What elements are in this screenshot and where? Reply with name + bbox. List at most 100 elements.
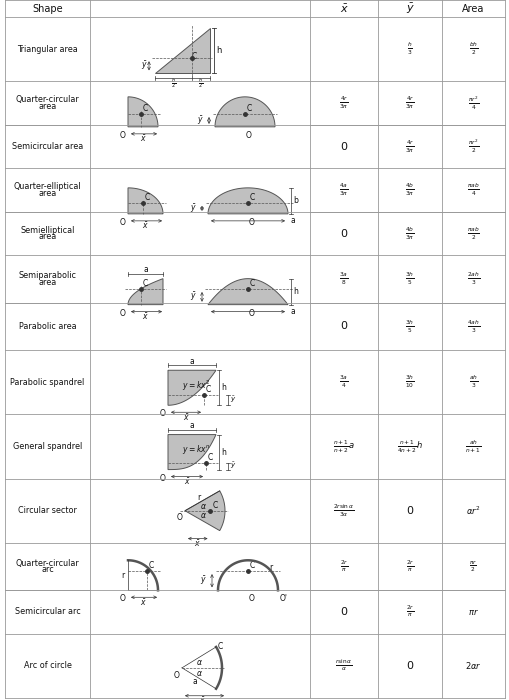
Text: C: C <box>249 193 254 202</box>
Text: Semiparabolic: Semiparabolic <box>18 271 76 280</box>
Text: a: a <box>291 307 295 316</box>
Polygon shape <box>208 188 288 214</box>
Text: $\frac{3h}{10}$: $\frac{3h}{10}$ <box>405 374 414 391</box>
Text: Shape: Shape <box>32 4 63 13</box>
Text: $\frac{3a}{4}$: $\frac{3a}{4}$ <box>338 374 348 391</box>
Text: C: C <box>246 104 252 113</box>
Text: $\frac{\pi ab}{4}$: $\frac{\pi ab}{4}$ <box>466 182 479 198</box>
Text: $\frac{4a}{3\pi}$: $\frac{4a}{3\pi}$ <box>338 182 348 198</box>
Text: C: C <box>249 279 254 288</box>
Text: $\frac{b}{2}$: $\frac{b}{2}$ <box>171 77 176 92</box>
Text: $\frac{\pi r}{2}$: $\frac{\pi r}{2}$ <box>468 559 477 575</box>
Text: $\frac{b}{2}$: $\frac{b}{2}$ <box>198 77 203 92</box>
Text: Semicircular area: Semicircular area <box>12 142 83 151</box>
Text: General spandrel: General spandrel <box>13 442 82 451</box>
Text: O: O <box>174 671 180 680</box>
Text: C: C <box>218 643 223 652</box>
Text: a: a <box>189 357 194 366</box>
Text: $\frac{\pi ab}{2}$: $\frac{\pi ab}{2}$ <box>466 225 479 241</box>
Text: Quarter-elliptical: Quarter-elliptical <box>14 182 81 191</box>
Text: O: O <box>120 218 126 227</box>
Text: 0: 0 <box>406 505 413 516</box>
Text: $\frac{ah}{n+1}$: $\frac{ah}{n+1}$ <box>464 438 481 454</box>
Text: 0: 0 <box>340 321 347 331</box>
Text: $\pi r$: $\pi r$ <box>467 607 478 617</box>
Text: O': O' <box>279 594 288 603</box>
Text: $\bar{x}$: $\bar{x}$ <box>142 220 149 231</box>
Text: $\bar{x}$: $\bar{x}$ <box>194 538 201 549</box>
Text: O: O <box>120 131 126 140</box>
Text: $\frac{3h}{5}$: $\frac{3h}{5}$ <box>405 318 414 335</box>
Text: $\bar{y}$: $\bar{y}$ <box>190 202 196 215</box>
Text: r: r <box>122 570 125 580</box>
Text: $y=kx^n$: $y=kx^n$ <box>182 442 210 456</box>
Polygon shape <box>128 188 163 214</box>
Text: $\frac{2r}{\pi}$: $\frac{2r}{\pi}$ <box>339 559 348 574</box>
Text: $\frac{4r}{3\pi}$: $\frac{4r}{3\pi}$ <box>405 95 414 111</box>
Text: $\frac{bh}{2}$: $\frac{bh}{2}$ <box>468 41 477 57</box>
Text: $\frac{\pi r^2}{4}$: $\frac{\pi r^2}{4}$ <box>467 94 478 112</box>
Polygon shape <box>215 97 274 127</box>
Text: O: O <box>248 594 254 603</box>
Text: arc: arc <box>41 566 54 574</box>
Text: C: C <box>149 561 154 570</box>
Polygon shape <box>155 28 210 74</box>
Text: h: h <box>221 447 226 456</box>
Text: $\bar{x}$: $\bar{x}$ <box>198 695 205 700</box>
Text: $\bar{x}$: $\bar{x}$ <box>142 312 149 322</box>
Text: C: C <box>143 279 148 288</box>
Text: $\frac{n+1}{n+2}a$: $\frac{n+1}{n+2}a$ <box>332 438 354 454</box>
Text: $\bar{y}$: $\bar{y}$ <box>197 114 204 127</box>
Text: Arc of circle: Arc of circle <box>23 662 71 671</box>
Text: area: area <box>38 232 56 241</box>
Text: b: b <box>293 197 298 205</box>
Text: $\frac{2ah}{3}$: $\frac{2ah}{3}$ <box>466 271 479 287</box>
Text: $\bar{y}$: $\bar{y}$ <box>230 395 236 405</box>
Text: Parabolic spandrel: Parabolic spandrel <box>10 377 84 386</box>
Text: $\frac{2r}{\pi}$: $\frac{2r}{\pi}$ <box>405 559 413 574</box>
Text: $\frac{4b}{3\pi}$: $\frac{4b}{3\pi}$ <box>405 182 414 198</box>
Text: $\frac{3a}{8}$: $\frac{3a}{8}$ <box>338 271 348 287</box>
Text: $\bar{x}$: $\bar{x}$ <box>183 476 190 487</box>
Text: area: area <box>38 278 56 287</box>
Text: $\bar{x}$: $\bar{x}$ <box>339 2 348 15</box>
Text: $\alpha$: $\alpha$ <box>200 511 207 520</box>
Text: O: O <box>160 474 165 482</box>
Text: Triangular area: Triangular area <box>17 45 78 54</box>
Polygon shape <box>185 491 224 531</box>
Text: $\frac{2r\sin\alpha}{3\alpha}$: $\frac{2r\sin\alpha}{3\alpha}$ <box>333 503 354 519</box>
Text: C: C <box>145 193 150 202</box>
Text: $2\alpha r$: $2\alpha r$ <box>464 660 481 671</box>
Text: $\frac{4r}{3\pi}$: $\frac{4r}{3\pi}$ <box>338 95 348 111</box>
Text: $\bar{y}$: $\bar{y}$ <box>190 290 196 303</box>
Text: O: O <box>120 594 126 603</box>
Text: $\alpha$: $\alpha$ <box>195 669 203 678</box>
Text: O: O <box>248 218 254 227</box>
Text: Quarter-circular: Quarter-circular <box>16 95 79 104</box>
Text: 0: 0 <box>340 229 347 239</box>
Text: C: C <box>249 561 254 570</box>
Text: $\bar{y}$: $\bar{y}$ <box>405 1 414 15</box>
Text: a: a <box>291 216 295 225</box>
Text: 0: 0 <box>406 661 413 671</box>
Text: $\bar{y}$: $\bar{y}$ <box>230 461 236 471</box>
Text: Quarter-circular: Quarter-circular <box>16 559 79 568</box>
Polygon shape <box>128 97 158 127</box>
Text: $\frac{h}{3}$: $\frac{h}{3}$ <box>406 41 412 57</box>
Polygon shape <box>167 435 216 470</box>
Text: Semicircular arc: Semicircular arc <box>15 608 80 617</box>
Polygon shape <box>167 370 216 405</box>
Text: O: O <box>248 309 254 318</box>
Text: area: area <box>38 102 56 111</box>
Text: $\frac{n+1}{4n+2}h$: $\frac{n+1}{4n+2}h$ <box>396 438 422 454</box>
Text: O: O <box>160 410 165 419</box>
Text: h: h <box>221 384 226 392</box>
Text: h: h <box>293 287 298 296</box>
Text: $\bar{x}$: $\bar{x}$ <box>139 134 146 144</box>
Text: h: h <box>216 46 221 55</box>
Text: Circular sector: Circular sector <box>18 506 77 515</box>
Text: $\alpha$: $\alpha$ <box>200 502 207 511</box>
Text: C: C <box>192 52 197 61</box>
Text: $y=kx^2$: $y=kx^2$ <box>182 378 210 393</box>
Text: $\bar{x}$: $\bar{x}$ <box>139 597 146 608</box>
